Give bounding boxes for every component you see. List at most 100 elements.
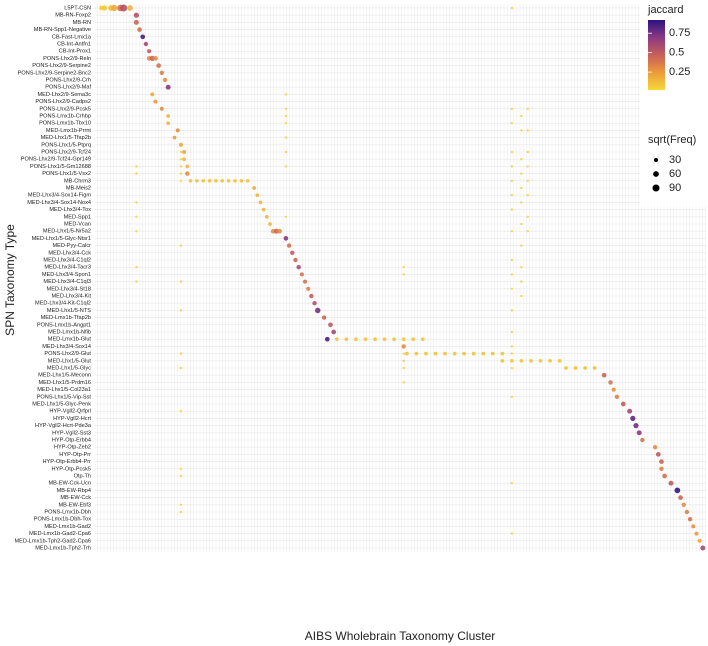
y-tick-label: L5PT-CSN xyxy=(64,5,91,11)
dot xyxy=(135,172,138,175)
dot xyxy=(630,415,636,422)
y-tick-label: PONS-Lmx1b-Tbx10 xyxy=(39,121,91,127)
y-tick-label: CB-Int-Antfn1 xyxy=(57,41,91,47)
dot xyxy=(255,193,260,198)
dot xyxy=(179,172,183,175)
dot xyxy=(402,352,405,355)
dot xyxy=(662,473,667,479)
dot xyxy=(137,27,142,32)
dot xyxy=(520,294,523,298)
dot xyxy=(188,178,193,183)
y-tick-label: HYP-Vgll2-Sst3 xyxy=(52,430,91,436)
dot xyxy=(331,329,337,335)
y-tick-label: MED-Lmx1b-Tph2-Gad2-Cpa6 xyxy=(15,538,91,544)
dot xyxy=(678,495,683,500)
dot xyxy=(520,201,523,204)
dot xyxy=(283,236,289,241)
dot xyxy=(284,215,288,218)
plot-layer: L5PT-CSN MB-RN-Foxp2MB-RNMB-RN-Spp1-Negat… xyxy=(15,4,706,551)
dot xyxy=(315,307,321,314)
dot xyxy=(471,351,476,356)
dot xyxy=(226,178,231,183)
dot xyxy=(264,214,269,219)
y-tick-label: MED-Lhx3/4-Cck xyxy=(48,250,91,256)
dot xyxy=(194,178,199,183)
y-tick-label: MED-Pyy-Calcr xyxy=(52,243,91,249)
dot xyxy=(290,250,295,255)
dot xyxy=(611,387,616,392)
y-tick-label: MED-Lmx1b-Nfib xyxy=(48,329,91,335)
dot xyxy=(668,480,674,486)
y-tick-label: MED-Lhx3/4-C1ql3 xyxy=(43,279,91,285)
y-tick-label: PONS-Lhx2/9-Cadps2 xyxy=(35,99,91,105)
dot xyxy=(510,107,514,110)
dot xyxy=(557,358,562,363)
dot xyxy=(335,337,339,342)
y-tick-label: MED-Lhx3/4-Sox14-Figm xyxy=(28,193,91,199)
y-tick-label: MED-Lhx1/5-Glyc-Penk xyxy=(32,401,91,407)
dot xyxy=(414,351,419,356)
dot xyxy=(402,266,405,269)
dot xyxy=(526,215,529,218)
y-tick-label: HYP-Vgll2-Hcrt xyxy=(53,416,91,422)
dot xyxy=(135,215,138,218)
y-tick-label: HYP-Otp-Erbb4-Prr xyxy=(43,459,92,465)
y-tick-label: MED-Lhx1/5-NTS xyxy=(47,308,91,314)
y-tick-label: MB-RN-Spp1-Negative xyxy=(34,27,91,33)
dot xyxy=(179,410,183,413)
dot xyxy=(303,279,308,284)
dot xyxy=(382,337,387,342)
y-tick-label: HYP-Vgll2-Hcrt-Pde3a xyxy=(35,423,92,429)
dot xyxy=(179,158,183,161)
y-tick-label: MED-Lmx1b-Glut xyxy=(48,337,92,343)
dot xyxy=(328,322,333,328)
dot xyxy=(179,244,183,247)
dot xyxy=(207,178,212,183)
dot xyxy=(165,84,171,90)
colorbar-tick-label: 0.25 xyxy=(669,66,690,78)
y-tick-label: MB-RN-Foxp2 xyxy=(55,13,91,19)
dot xyxy=(299,272,304,277)
dot xyxy=(529,358,533,363)
dot xyxy=(526,150,529,154)
dot xyxy=(179,179,183,182)
size-legend-label: 60 xyxy=(669,168,681,180)
dot xyxy=(655,452,661,457)
y-tick-label: MED-Lhx3/4-Tacr3 xyxy=(44,265,91,271)
dot xyxy=(143,41,149,47)
dot xyxy=(312,301,317,306)
dot xyxy=(120,4,128,12)
y-tick-label: MB-Meis2 xyxy=(66,185,91,191)
size-legend-label: 90 xyxy=(669,182,681,194)
dot xyxy=(510,358,514,363)
dot xyxy=(640,437,645,443)
dot xyxy=(321,315,327,320)
dot xyxy=(293,257,298,263)
y-tick-label: MED-Lhx1/5-Tfap2b xyxy=(41,135,91,141)
y-tick-label: MB-Chrm3 xyxy=(64,178,91,184)
dot xyxy=(526,107,529,110)
dot xyxy=(166,121,171,126)
dot xyxy=(627,408,633,414)
dot xyxy=(452,351,457,356)
dot xyxy=(520,244,523,247)
dot xyxy=(601,372,607,378)
y-tick-label: PONS-Lhx1/5-Ptprq xyxy=(41,142,91,148)
dot xyxy=(433,351,438,356)
y-tick-label: MB-EW-Ebf3 xyxy=(58,502,91,508)
dot xyxy=(153,56,158,61)
size-legend-dot xyxy=(652,184,660,192)
y-tick-label: PONS-Lhx2/9-Pcsk5 xyxy=(39,106,91,112)
y-tick-label: MED-Lhx2/9-Sema3c xyxy=(38,92,92,98)
y-tick-label: PONS-Lmx1b-Crhbp xyxy=(39,113,91,119)
y-tick-label: MB-EW-Rbp4 xyxy=(57,488,91,494)
y-axis-title: SPN Taxonomy Type xyxy=(3,224,17,336)
y-tick-label: HYP-Otp-Prr xyxy=(59,452,91,458)
dot xyxy=(608,380,613,385)
dot xyxy=(214,178,218,183)
dot xyxy=(510,6,514,10)
dot xyxy=(510,309,514,312)
y-tick-label: PONS-Lmx1b-Dbh-Tox xyxy=(34,517,91,523)
y-tick-label: PONS-Lhx1/5-Vsx2 xyxy=(42,171,91,177)
